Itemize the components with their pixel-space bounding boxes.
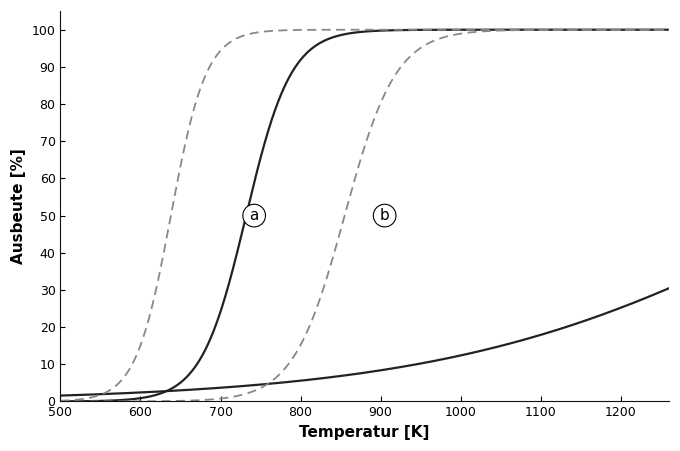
X-axis label: Temperatur [K]: Temperatur [K] (299, 425, 430, 440)
Text: b: b (380, 208, 390, 223)
Y-axis label: Ausbeute [%]: Ausbeute [%] (11, 148, 26, 264)
Text: a: a (250, 208, 259, 223)
